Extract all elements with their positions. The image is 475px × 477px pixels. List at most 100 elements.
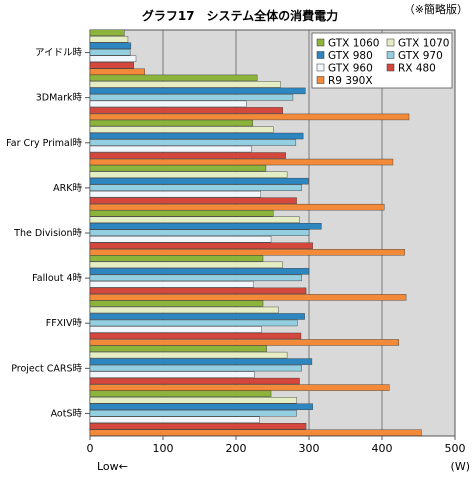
- category-label: The Division時: [13, 228, 82, 239]
- chart-note: （※簡略版）: [404, 2, 468, 16]
- x-axis-unit-label: (W): [451, 460, 470, 473]
- bar: [89, 74, 258, 82]
- bar: [89, 229, 310, 236]
- bar: [89, 403, 313, 410]
- legend-swatch: [386, 51, 395, 59]
- bar: [89, 132, 304, 140]
- category-label: Fallout 4時: [32, 273, 82, 284]
- bar: [89, 42, 132, 50]
- x-tick-label: 400: [372, 442, 393, 455]
- legend-swatch: [316, 38, 325, 47]
- bar: [89, 94, 294, 101]
- bar: [89, 81, 281, 88]
- bar: [89, 113, 410, 121]
- x-tick-label: 500: [445, 442, 466, 455]
- legend-swatch: [316, 51, 325, 59]
- bar: [89, 36, 129, 43]
- category-label: アイドル時: [35, 48, 83, 59]
- legend-box: [311, 32, 453, 89]
- legend-label: GTX 980: [328, 50, 373, 62]
- x-tick-label: 300: [299, 442, 320, 455]
- category-labels: アイドル時 3DMark時 Far Cry Primal時 ARK時 The Divis…: [6, 48, 90, 419]
- bar: [89, 242, 313, 249]
- bar: [89, 177, 309, 185]
- bar: [89, 345, 267, 352]
- bar: [89, 281, 254, 288]
- bar: [89, 416, 260, 423]
- bar: [89, 313, 305, 320]
- bar: [89, 339, 399, 346]
- bar: [89, 55, 137, 63]
- legend-swatch: [386, 63, 395, 72]
- bar: [89, 409, 297, 417]
- bar: [89, 294, 407, 301]
- category-label: 3DMark時: [36, 93, 83, 104]
- x-tick-label: 100: [153, 442, 174, 455]
- bar: [89, 184, 302, 191]
- bar: [89, 268, 310, 275]
- bar: [89, 364, 302, 372]
- bar: [89, 390, 272, 397]
- bar: [89, 190, 262, 198]
- bar: [89, 87, 306, 95]
- bars-group: [89, 29, 422, 436]
- x-tick-label: 200: [226, 442, 247, 455]
- chart-title: グラフ17 システム全体の消費電力: [142, 8, 338, 23]
- bar: [89, 371, 255, 378]
- bar: [89, 49, 131, 56]
- bar: [89, 216, 300, 223]
- category-label: Far Cry Primal時: [6, 138, 82, 149]
- legend-swatch: [316, 63, 325, 72]
- low-label: Low←: [97, 460, 128, 473]
- bar: [89, 249, 405, 256]
- legend-label: RX 480: [398, 63, 436, 75]
- bar: [89, 68, 145, 76]
- legend-swatch: [386, 38, 395, 47]
- bar: [89, 100, 247, 108]
- bar: [89, 107, 283, 114]
- category-label: FFXIV時: [46, 318, 83, 329]
- legend-label: GTX 1060: [328, 38, 379, 50]
- bar: [89, 164, 267, 172]
- bar: [89, 29, 125, 37]
- bar: [89, 332, 302, 340]
- legend-label: GTX 960: [328, 63, 373, 75]
- bar: [89, 351, 288, 359]
- x-axis: 0 100 200 300 400 500: [87, 436, 466, 455]
- bar: [89, 358, 313, 365]
- bar: [89, 236, 272, 243]
- category-label: ARK時: [53, 183, 82, 194]
- bar: [89, 158, 394, 166]
- bar: [89, 319, 298, 327]
- bar: [89, 62, 134, 69]
- bar: [89, 139, 297, 146]
- bar: [89, 422, 307, 430]
- bar: [89, 255, 264, 262]
- bar: [89, 287, 307, 295]
- bar: [89, 429, 422, 436]
- category-label: Project CARS時: [11, 363, 82, 374]
- legend-label: R9 390X: [328, 75, 373, 87]
- legend: GTX 1060 GTX 1070 GTX 980 GTX 970 GTX 960 RX …: [311, 32, 453, 89]
- bar: [89, 326, 262, 333]
- bar: [89, 171, 288, 178]
- bar: [89, 300, 264, 307]
- bar: [89, 152, 286, 159]
- bar: [89, 306, 279, 314]
- bar: [89, 197, 297, 204]
- bar: [89, 274, 302, 282]
- bar: [89, 377, 300, 385]
- bar: [89, 145, 252, 153]
- bar: [89, 119, 253, 127]
- bar: [89, 203, 385, 211]
- legend-swatch: [316, 76, 325, 84]
- legend-label: GTX 1070: [398, 38, 449, 50]
- bar: [89, 261, 283, 269]
- bar: [89, 396, 297, 404]
- bar: [89, 210, 274, 217]
- x-tick-label: 0: [87, 442, 94, 455]
- category-label: AotS時: [51, 408, 83, 419]
- bar: [89, 223, 322, 230]
- legend-label: GTX 970: [398, 50, 443, 62]
